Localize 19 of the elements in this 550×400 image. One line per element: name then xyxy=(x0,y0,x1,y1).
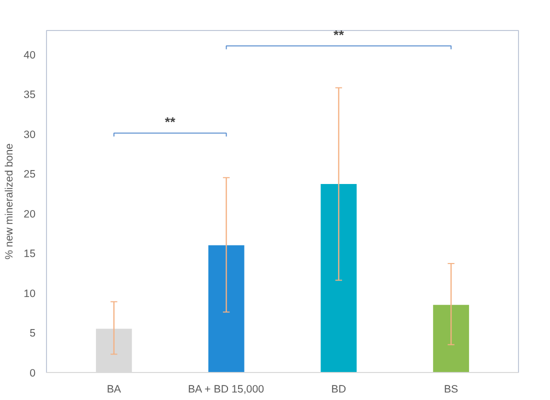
x-tick-label: BS xyxy=(444,384,458,396)
y-tick-label: 15 xyxy=(24,248,36,260)
y-tick-label: 35 xyxy=(24,89,36,102)
y-tick-label: 40 xyxy=(24,49,36,62)
x-tick-label: BA xyxy=(106,384,122,396)
y-tick-label: 25 xyxy=(24,168,36,181)
y-tick-label: 20 xyxy=(24,208,36,220)
bar xyxy=(208,245,244,372)
annotation: ** xyxy=(334,27,345,42)
y-tick-label: 30 xyxy=(24,128,36,141)
y-tick-label: 10 xyxy=(24,288,36,300)
bar xyxy=(433,304,470,372)
bar xyxy=(320,184,357,372)
y-axis-title: % new mineralized bone xyxy=(4,143,16,260)
annotation: ** xyxy=(164,114,176,130)
y-tick-label: 5 xyxy=(30,328,36,340)
y-tick-label: 0 xyxy=(30,368,36,380)
x-tick-label: BA + BD 15,000 xyxy=(188,384,264,396)
x-tick-label: BD xyxy=(331,384,346,396)
